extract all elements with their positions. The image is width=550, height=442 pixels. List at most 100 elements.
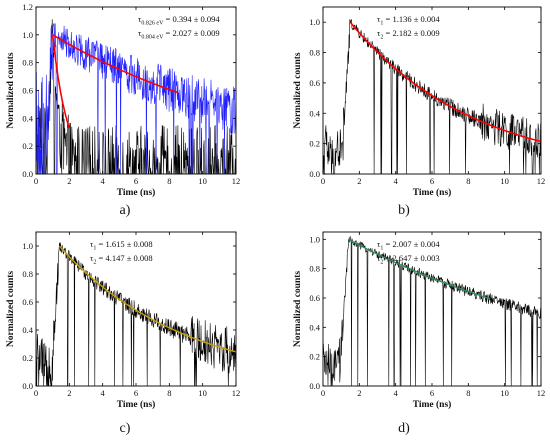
x-axis-label: Time (ns) — [117, 399, 156, 410]
tau-value: = 1.615 ± 0.008 — [96, 239, 152, 249]
y-tick-label: 0.2 — [309, 352, 320, 362]
tau-subscript: 1 — [93, 246, 96, 252]
y-tick-label: 0.8 — [22, 58, 33, 68]
x-tick-label: 8 — [167, 388, 171, 398]
panel-caption: c) — [120, 421, 131, 436]
y-tick-label: 0.2 — [22, 353, 33, 363]
tau-annotation: τ1 = 1.136 ± 0.004 — [377, 14, 440, 27]
decay-series — [36, 23, 236, 174]
x-tick-label: 6 — [430, 176, 434, 186]
y-tick-label: 0.6 — [22, 86, 33, 96]
x-tick-label: 12 — [537, 388, 546, 398]
y-tick-label: 0.0 — [309, 169, 320, 179]
x-tick-label: 8 — [466, 176, 470, 186]
fit-curve — [52, 34, 178, 94]
tau-value: = 2.027 ± 0.009 — [163, 28, 219, 38]
y-tick-label: 0.6 — [309, 293, 320, 303]
x-tick-label: 6 — [134, 176, 138, 186]
panel-caption: d) — [398, 421, 410, 436]
tau-annotation: τ2 = 2.182 ± 0.009 — [377, 28, 440, 41]
x-tick-label: 0 — [321, 388, 325, 398]
y-tick-label: 0.2 — [309, 139, 320, 149]
tau-subscript: 2 — [380, 35, 383, 41]
x-tick-label: 8 — [167, 176, 171, 186]
x-tick-label: 10 — [500, 388, 509, 398]
x-tick-label: 8 — [466, 388, 470, 398]
y-tick-label: 0.8 — [309, 48, 320, 58]
x-tick-label: 4 — [101, 388, 106, 398]
tau-symbol: τ — [138, 14, 142, 24]
x-tick-label: 0 — [34, 388, 38, 398]
tau-symbol: τ — [90, 239, 94, 249]
x-tick-label: 2 — [67, 388, 71, 398]
panel-caption: a) — [120, 203, 131, 218]
x-tick-label: 2 — [357, 388, 361, 398]
x-tick-label: 2 — [67, 176, 71, 186]
y-tick-label: 0.0 — [22, 381, 33, 391]
x-tick-label: 10 — [198, 388, 207, 398]
y-tick-label: 0.0 — [309, 381, 320, 391]
y-tick-label: 1.2 — [22, 2, 33, 12]
y-tick-label: 0.6 — [309, 78, 320, 88]
tau-value: = 4.147 ± 0.008 — [96, 253, 152, 263]
y-tick-label: 1.0 — [22, 241, 33, 251]
tau-annotation: τ1 = 2.007 ± 0.004 — [377, 239, 440, 252]
x-tick-label: 6 — [430, 388, 434, 398]
tau-value: = 2.182 ± 0.009 — [383, 28, 439, 38]
fit-curve — [51, 34, 71, 129]
tau-symbol: τ — [138, 28, 142, 38]
x-tick-label: 2 — [357, 176, 361, 186]
y-tick-label: 0.0 — [22, 169, 33, 179]
decay-series — [36, 19, 236, 174]
y-tick-label: 1.0 — [309, 234, 320, 244]
y-tick-label: 0.4 — [22, 113, 33, 123]
y-tick-label: 0.4 — [22, 325, 33, 335]
tau-annotation: τ1 = 1.615 ± 0.008 — [90, 239, 153, 252]
fit-curve — [58, 245, 236, 353]
tau-subscript: 2 — [380, 260, 383, 266]
y-axis-label: Normalized counts — [6, 271, 16, 348]
fit-curve — [349, 21, 541, 143]
panel-a: 0 2 4 6 8 10 12 0.0 0.2 0.4 0.6 0.8 1.0 1.2 Time (ns) N… — [6, 2, 240, 218]
x-tick-label: 0 — [34, 176, 38, 186]
y-axis-label: Normalized counts — [293, 52, 303, 129]
x-tick-label: 4 — [101, 176, 106, 186]
y-axis-label: Normalized counts — [6, 52, 16, 129]
tau-subscript: 1 — [380, 21, 383, 27]
tau-symbol: τ — [90, 253, 94, 263]
y-tick-label: 1.0 — [309, 17, 320, 27]
x-tick-label: 6 — [134, 388, 138, 398]
tau-value: = 2.007 ± 0.004 — [383, 239, 440, 249]
tau-value: = 1.136 ± 0.004 — [383, 14, 440, 24]
y-tick-label: 0.4 — [309, 108, 320, 118]
y-tick-label: 0.8 — [309, 264, 320, 274]
x-tick-label: 12 — [232, 176, 241, 186]
tau-subscript: 0.804 eV — [141, 35, 164, 41]
tau-annotation: τ2 = 4.147 ± 0.008 — [90, 253, 153, 266]
y-tick-label: 0.8 — [22, 269, 33, 279]
tau-subscript: 1 — [380, 246, 383, 252]
y-axis-label: Normalized counts — [293, 271, 303, 348]
tau-symbol: τ — [377, 14, 381, 24]
x-tick-label: 12 — [537, 176, 546, 186]
x-tick-label: 0 — [321, 176, 325, 186]
x-tick-label: 10 — [500, 176, 509, 186]
tau-annotation: τ2 = 2.647 ± 0.003 — [377, 253, 440, 266]
x-tick-label: 10 — [198, 176, 207, 186]
panel-caption: b) — [398, 203, 410, 218]
x-tick-label: 4 — [394, 176, 399, 186]
x-axis-label: Time (ns) — [117, 187, 156, 198]
x-tick-label: 12 — [232, 388, 241, 398]
tau-subscript: 2 — [93, 260, 96, 266]
y-tick-label: 0.4 — [309, 322, 320, 332]
y-tick-label: 0.6 — [22, 297, 33, 307]
x-tick-label: 4 — [394, 388, 399, 398]
tau-value: = 0.394 ± 0.094 — [163, 14, 220, 24]
decay-series — [36, 242, 236, 386]
tau-symbol: τ — [377, 239, 381, 249]
tau-symbol: τ — [377, 28, 381, 38]
